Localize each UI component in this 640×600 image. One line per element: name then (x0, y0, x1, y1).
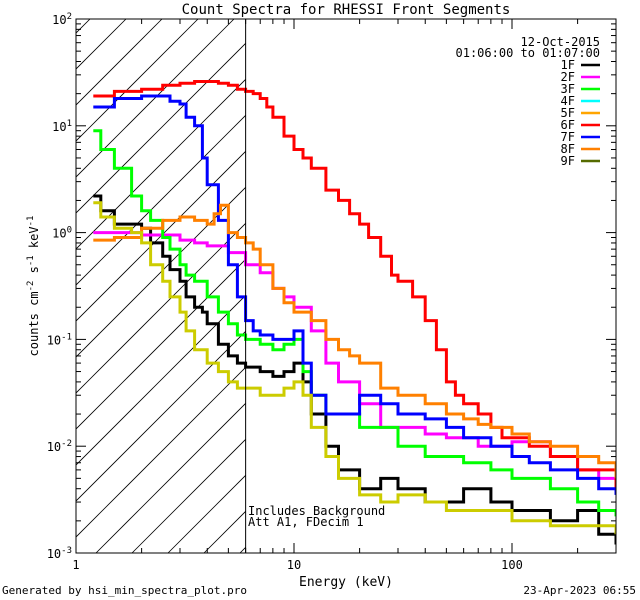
hatch-line (76, 78, 246, 250)
footer-generated-by: Generated by hsi_min_spectra_plot.pro (2, 584, 248, 597)
legend-label: 7F (561, 130, 575, 144)
legend-label: 9F (561, 154, 575, 168)
legend-label: 6F (561, 118, 575, 132)
x-axis-label: Energy (keV) (299, 575, 393, 590)
plot-frame (75, 18, 617, 554)
hatch-line (95, 402, 246, 553)
hatch-line (76, 330, 246, 502)
series-lines (93, 80, 616, 545)
annotation-background: Includes Background (248, 504, 385, 518)
hatch-line (76, 42, 246, 214)
legend-label: 1F (561, 58, 575, 72)
legend-label: 2F (561, 70, 575, 84)
series-line-8F (93, 203, 616, 479)
hatch-line (76, 186, 246, 358)
time-range-label: 01:06:00 to 01:07:00 (456, 46, 601, 60)
chart-title: Count Spectra for RHESSI Front Segments (182, 2, 511, 18)
hatch-line (76, 222, 246, 394)
y-tick-label: 102 (52, 12, 72, 27)
series-line-7F (93, 94, 616, 495)
x-tick-label: 1 (72, 558, 79, 572)
background-hatch-region (76, 19, 246, 553)
footer-timestamp: 23-Apr-2023 06:55 (523, 584, 636, 597)
y-tick-label: 101 (52, 119, 72, 134)
y-tick-label: 100 (52, 226, 72, 241)
hatch-line (76, 150, 246, 322)
hatch-line (76, 19, 235, 178)
y-tick-label: 10-1 (47, 332, 72, 347)
date-label: 12-Oct-2015 (521, 35, 600, 49)
hatch-line (76, 19, 127, 70)
series-line-6F (93, 80, 616, 489)
hatch-line (76, 294, 246, 466)
series-line-2F (93, 231, 616, 489)
series-line-1F (93, 194, 616, 545)
y-tick-label: 10-2 (47, 439, 72, 454)
y-axis-label: counts cm-2 s-1 keV-1 (26, 216, 41, 357)
x-tick-label: 10 (287, 558, 301, 572)
y-tick-label: 10-3 (47, 546, 72, 561)
hatch-line (76, 366, 246, 538)
legend-label: 5F (561, 106, 575, 120)
legend-label: 8F (561, 142, 575, 156)
hatch-line (76, 258, 246, 430)
hatch-line (131, 438, 246, 553)
legend-label: 4F (561, 94, 575, 108)
legend-label: 3F (561, 82, 575, 96)
axes-ticks: 1 10 100 10-3 10-2 10-1 100 101 102 (47, 12, 617, 572)
series-line-extra (93, 201, 616, 535)
hatch-line (239, 546, 246, 553)
series-line-3F (93, 129, 616, 517)
annotation-attenuator: Att A1, FDecim 1 (248, 515, 364, 529)
x-tick-label: 100 (501, 558, 523, 572)
